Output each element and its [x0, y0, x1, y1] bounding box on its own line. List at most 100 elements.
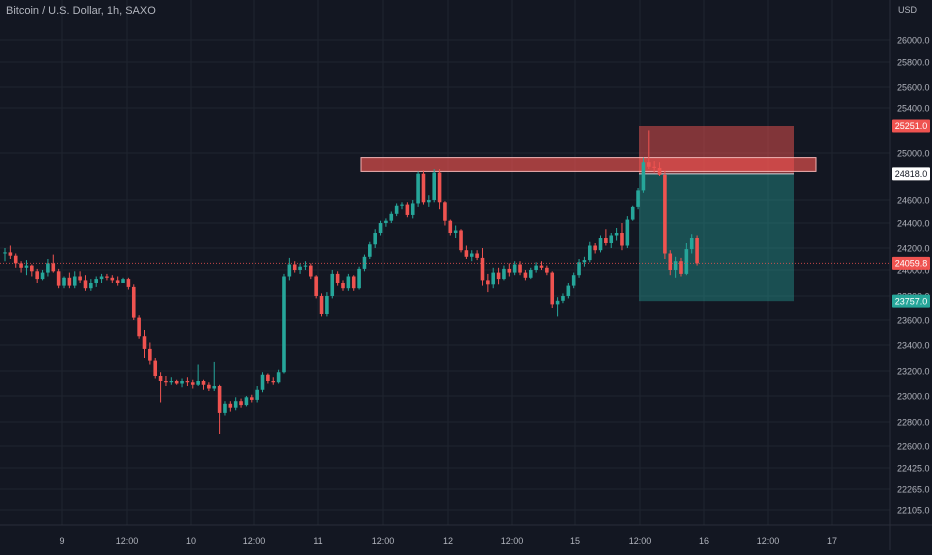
candle-body	[507, 268, 512, 273]
candle-body	[244, 397, 249, 406]
candle-body	[115, 280, 120, 283]
price-label-stop-bg	[892, 119, 930, 133]
candle-body	[550, 272, 555, 305]
candle-body	[196, 381, 200, 385]
candle-body	[78, 276, 82, 281]
candle-body	[539, 265, 544, 268]
candle-body	[330, 273, 335, 296]
candle-body	[410, 203, 415, 215]
x-tick-label: 9	[59, 536, 64, 546]
candle-body	[207, 384, 211, 389]
candle-body	[695, 238, 699, 264]
candle-body	[647, 162, 651, 167]
candle-body	[19, 263, 23, 268]
price-label-entry-bg	[892, 167, 930, 181]
candle-body	[464, 250, 469, 257]
candle-body	[566, 285, 571, 296]
x-tick-label: 12:00	[501, 536, 524, 546]
candle-body	[185, 381, 190, 383]
candle-body	[89, 283, 93, 289]
candle-body	[260, 374, 265, 390]
x-tick-label: 12:00	[243, 536, 266, 546]
candle-body	[282, 276, 286, 373]
candle-body	[341, 283, 345, 289]
candle-body	[679, 261, 683, 274]
candle-body	[625, 219, 630, 246]
candle-body	[40, 272, 45, 280]
y-tick-label: 25000.0	[897, 149, 930, 159]
candle-body	[303, 265, 308, 267]
candle-body	[169, 381, 174, 383]
candle-body	[545, 267, 549, 273]
candle-body	[67, 277, 72, 286]
candle-body	[142, 336, 147, 349]
price-labels: 25251.0 24818.0 24059.8 23757.0	[892, 119, 930, 308]
candle-body	[577, 262, 581, 276]
candle-body	[555, 300, 560, 305]
candle-body	[8, 252, 13, 256]
x-tick-label: 15	[570, 536, 580, 546]
candle-body	[309, 265, 313, 277]
candle-body	[582, 260, 587, 263]
currency-label: USD	[898, 5, 918, 15]
candle-body	[636, 190, 640, 207]
candle-body	[13, 255, 18, 264]
candle-body	[249, 397, 254, 400]
candle-body	[432, 172, 436, 200]
grid	[0, 0, 890, 525]
candle-body	[491, 272, 496, 285]
candle-body	[657, 167, 662, 175]
candle-body	[668, 253, 673, 270]
candle-body	[83, 280, 88, 289]
y-tick-label: 24600.0	[897, 196, 930, 206]
candles	[3, 130, 699, 434]
candle-body	[373, 233, 377, 245]
y-tick-label: 22265.0	[897, 485, 930, 495]
price-label-target-bg	[892, 294, 930, 308]
candle-body	[405, 204, 410, 215]
y-tick-label: 25600.0	[897, 83, 930, 93]
candle-body	[298, 266, 302, 270]
price-label-target: 23757.0	[895, 296, 928, 306]
y-tick-label: 22600.0	[897, 442, 930, 452]
candle-body	[598, 238, 603, 251]
candle-body	[62, 277, 66, 286]
candle-body	[148, 348, 152, 361]
candle-body	[378, 223, 383, 233]
candle-body	[518, 264, 522, 273]
candle-body	[99, 276, 104, 280]
candle-body	[105, 276, 109, 278]
y-tick-label: 25800.0	[897, 58, 930, 68]
candle-body	[126, 279, 131, 287]
candle-body	[502, 268, 506, 280]
candle-body	[684, 249, 689, 274]
candle-body	[384, 220, 388, 223]
candle-body	[389, 213, 394, 221]
candle-body	[3, 252, 7, 254]
candle-body	[486, 280, 490, 285]
candle-body	[437, 172, 442, 203]
y-tick-label: 24000.0	[897, 266, 930, 276]
candle-body	[51, 263, 56, 272]
candle-body	[469, 253, 474, 257]
candle-body	[110, 277, 115, 281]
candle-body	[56, 271, 61, 286]
candle-body	[496, 272, 501, 280]
candle-body	[475, 253, 479, 258]
candle-body	[266, 374, 270, 381]
candle-body	[46, 263, 50, 273]
chart-title: Bitcoin / U.S. Dollar, 1h, SAXO	[6, 5, 156, 17]
x-tick-label: 16	[699, 536, 709, 546]
candle-body	[534, 265, 538, 270]
candle-body	[357, 268, 361, 289]
candle-body	[351, 276, 356, 289]
price-label-entry: 24818.0	[895, 169, 928, 179]
candle-body	[427, 200, 431, 203]
candle-body	[24, 265, 29, 268]
candle-body	[394, 205, 399, 214]
candle-body	[609, 235, 614, 243]
candle-body	[164, 381, 168, 383]
